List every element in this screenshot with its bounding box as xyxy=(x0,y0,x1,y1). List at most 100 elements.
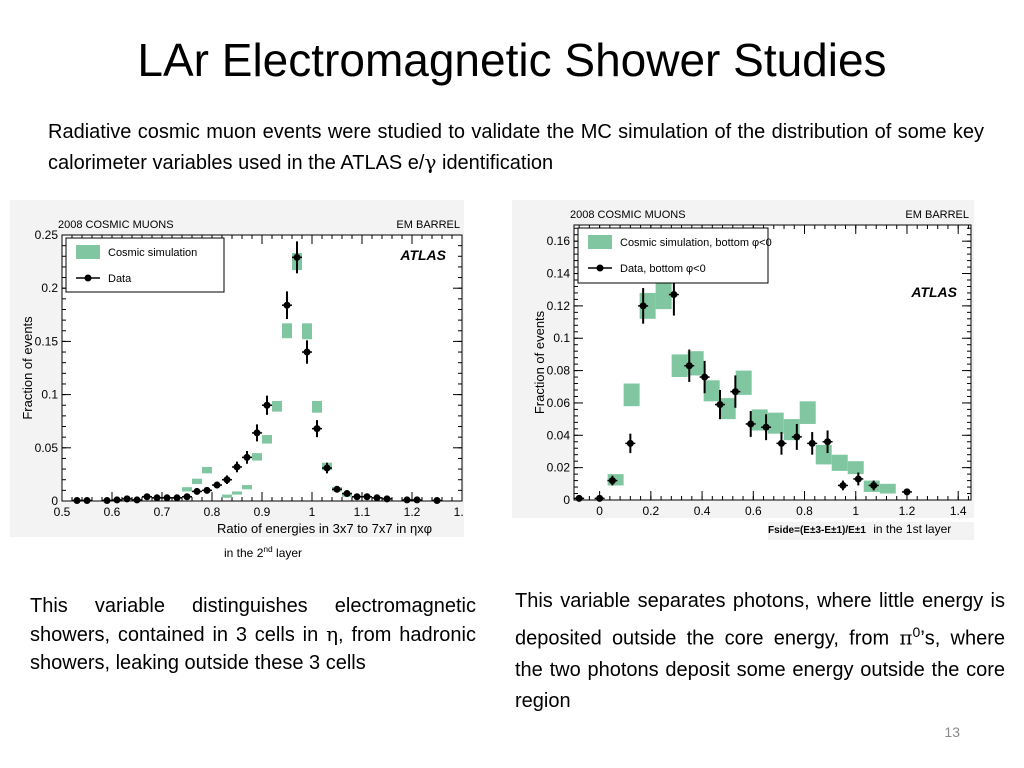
y-tick-label: 0.02 xyxy=(547,461,571,475)
header-right: EM BARREL xyxy=(396,219,460,231)
pi-symbol: π xyxy=(899,625,913,650)
data-point xyxy=(203,486,211,494)
simulation-box xyxy=(182,487,192,492)
data-point xyxy=(433,496,441,504)
data-point xyxy=(373,494,381,502)
left-desc-end: , from hadronic showers, leaking outside… xyxy=(30,624,476,674)
y-tick-label: 0.04 xyxy=(547,428,571,442)
x-tick-label: 0.6 xyxy=(745,504,762,518)
x-tick-label: 1.4 xyxy=(950,504,967,518)
legend-label: Cosmic simulation xyxy=(108,247,197,259)
data-point xyxy=(223,476,231,484)
intro-end: identification xyxy=(436,152,554,174)
left-chart: 2008 COSMIC MUONS EM BARREL 0 0.05 0.1 0.15 0.… xyxy=(20,219,464,536)
simulation-box xyxy=(232,491,242,495)
x-tick-label: 0.6 xyxy=(104,505,121,519)
right-chart-panel: 2008 COSMIC MUONS EM BARREL 0 0.02 0.04 0.06 0… xyxy=(512,200,974,518)
header-left: 2008 COSMIC MUONS xyxy=(570,209,686,221)
left-chart-panel: 2008 COSMIC MUONS EM BARREL 0 0.05 0.1 0.15 0.… xyxy=(10,200,464,537)
x-tick-label: 0.7 xyxy=(154,505,171,519)
y-tick-label: 0.06 xyxy=(547,396,571,410)
y-tick-label: 0.12 xyxy=(547,299,571,313)
simulation-box xyxy=(879,483,896,494)
data-point xyxy=(233,463,241,471)
simulation-box xyxy=(222,494,232,498)
x-tick-label: 1.3 xyxy=(454,505,464,519)
data-point xyxy=(313,425,321,433)
data-point xyxy=(575,494,583,502)
y-tick-label: 0.14 xyxy=(547,267,571,281)
data-point xyxy=(639,302,647,310)
data-point xyxy=(854,475,862,483)
x-tick-label: 0.8 xyxy=(796,504,813,518)
data-point xyxy=(183,493,191,501)
simulation-box xyxy=(655,278,672,310)
left-note-sup: nd xyxy=(263,544,273,554)
data-point xyxy=(670,291,678,299)
simulation-box xyxy=(735,370,752,395)
y-tick-label: 0.16 xyxy=(547,234,571,248)
data-point xyxy=(793,433,801,441)
data-point xyxy=(824,438,832,446)
simulation-box xyxy=(703,380,720,402)
data-point xyxy=(333,485,341,493)
data-point xyxy=(870,481,878,489)
right-chart-note: Fside=(E±3-E±1)/E±1 in the 1st layer xyxy=(768,522,974,540)
header-right: EM BARREL xyxy=(905,209,969,221)
legend-label: Data xyxy=(108,273,132,285)
x-tick-label: 1.2 xyxy=(404,505,421,519)
right-note-text: in the 1st layer xyxy=(873,522,952,536)
simulation-box xyxy=(242,485,252,490)
data-point xyxy=(153,494,161,502)
data-point xyxy=(73,496,81,504)
x-tick-label: 1 xyxy=(309,505,316,519)
data-point xyxy=(123,495,131,503)
legend-data-marker xyxy=(596,264,604,272)
y-tick-label: 0.15 xyxy=(35,334,59,348)
data-point xyxy=(903,488,911,496)
simulation-box xyxy=(282,323,292,339)
legend-sim-swatch xyxy=(588,235,612,249)
left-chart-note: in the 2nd layer xyxy=(224,544,302,560)
legend-label: Data, bottom φ<0 xyxy=(620,263,706,275)
data-point xyxy=(685,362,693,370)
atlas-label: ATLAS xyxy=(910,284,957,300)
y-tick-label: 0 xyxy=(51,494,58,508)
header-left: 2008 COSMIC MUONS xyxy=(58,219,174,231)
simulation-box xyxy=(847,461,864,475)
data-point xyxy=(173,494,181,502)
data-point xyxy=(213,481,221,489)
x-tick-label: 0.9 xyxy=(254,505,271,519)
y-tick-label: 0.05 xyxy=(35,441,59,455)
y-axis-label: Fraction of events xyxy=(20,316,35,420)
legend-data-marker xyxy=(84,274,92,282)
data-point xyxy=(413,496,421,504)
x-tick-label: 1 xyxy=(852,504,859,518)
pi-superscript: 0 xyxy=(912,624,921,640)
y-tick-label: 0.2 xyxy=(41,281,58,295)
data-point xyxy=(163,494,171,502)
simulation-box xyxy=(312,400,322,413)
intro-paragraph: Radiative cosmic muon events were studie… xyxy=(48,117,984,178)
simulation-box xyxy=(767,412,784,434)
slide-title: LAr Electromagnetic Shower Studies xyxy=(137,34,887,86)
data-point xyxy=(777,439,785,447)
data-point xyxy=(343,490,351,498)
x-tick-label: 1.2 xyxy=(899,504,916,518)
data-point xyxy=(626,439,634,447)
intro-text: Radiative cosmic muon events were studie… xyxy=(48,121,984,174)
simulation-box xyxy=(799,401,816,424)
y-tick-label: 0.08 xyxy=(547,364,571,378)
simulation-box xyxy=(831,454,848,471)
data-point xyxy=(383,495,391,503)
eta-symbol: η xyxy=(326,622,339,646)
simulation-box xyxy=(252,453,262,461)
simulation-box xyxy=(687,351,704,376)
simulation-box xyxy=(302,323,312,340)
fside-formula: Fside=(E±3-E±1)/E±1 xyxy=(768,525,866,536)
data-point xyxy=(808,439,816,447)
simulation-box xyxy=(192,478,202,484)
data-point xyxy=(596,494,604,502)
data-point xyxy=(363,493,371,501)
x-tick-label: 1.1 xyxy=(354,505,371,519)
